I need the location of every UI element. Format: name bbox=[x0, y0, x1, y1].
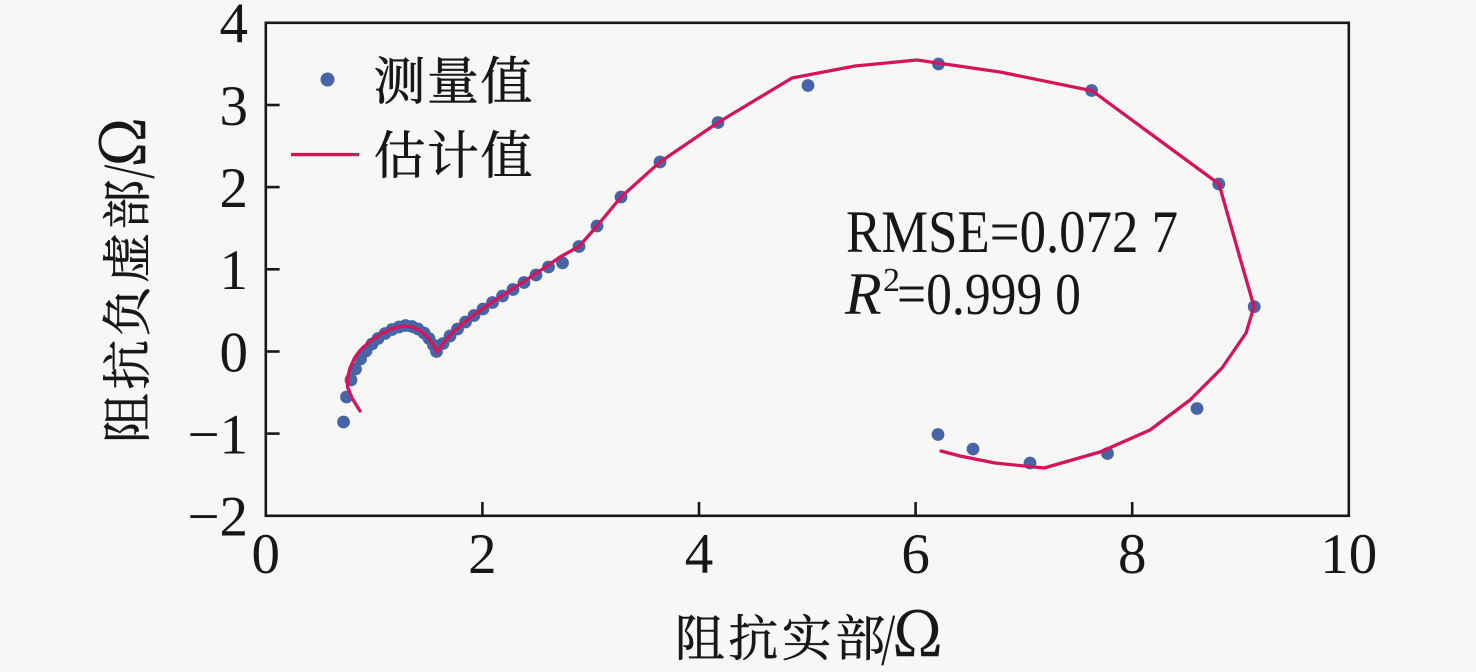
svg-text:RMSE=0.072 7: RMSE=0.072 7 bbox=[846, 199, 1178, 265]
svg-text:1: 1 bbox=[220, 239, 249, 302]
svg-text:=0.999 0: =0.999 0 bbox=[897, 261, 1081, 327]
svg-text:0: 0 bbox=[220, 321, 249, 384]
svg-text:8: 8 bbox=[1118, 523, 1147, 586]
svg-text:2: 2 bbox=[220, 157, 249, 220]
svg-text:−1: −1 bbox=[187, 403, 248, 466]
svg-text:6: 6 bbox=[901, 523, 930, 586]
svg-text:4: 4 bbox=[220, 0, 249, 56]
svg-text:0: 0 bbox=[252, 523, 281, 586]
svg-text:10: 10 bbox=[1320, 523, 1377, 586]
svg-text:2: 2 bbox=[883, 262, 900, 299]
svg-text:3: 3 bbox=[220, 75, 249, 138]
svg-text:2: 2 bbox=[468, 523, 497, 586]
svg-text:4: 4 bbox=[685, 523, 714, 586]
svg-text:−2: −2 bbox=[187, 486, 248, 549]
svg-text:R: R bbox=[844, 261, 882, 327]
